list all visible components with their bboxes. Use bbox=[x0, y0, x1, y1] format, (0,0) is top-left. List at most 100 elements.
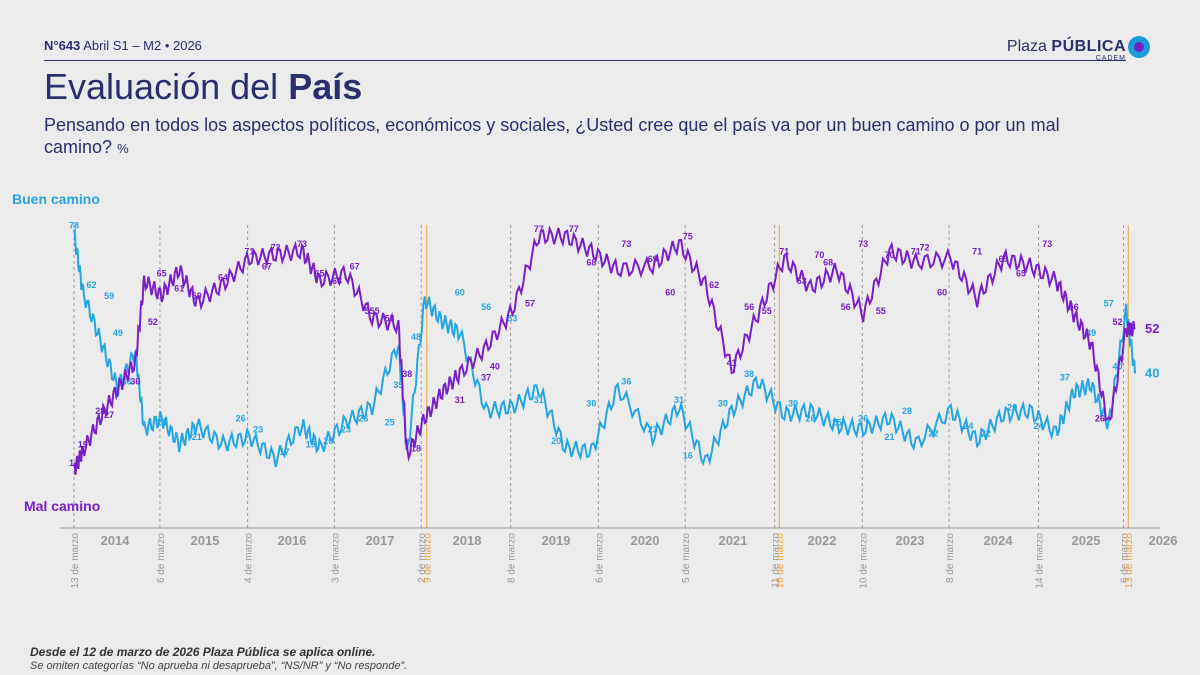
report-number: N°643 Abril S1 – M2 • 2026 bbox=[44, 38, 202, 53]
footnote-online: Desde el 12 de marzo de 2026 Plaza Públi… bbox=[30, 645, 376, 659]
data-label: 20 bbox=[323, 436, 333, 446]
data-label: 25 bbox=[385, 417, 395, 427]
data-label: 60 bbox=[665, 287, 675, 297]
date-marker-label: 13 de marzo bbox=[1124, 533, 1135, 589]
data-label: 19 bbox=[306, 440, 316, 450]
data-label: 63 bbox=[332, 276, 342, 286]
series-mal-camino-line bbox=[73, 225, 1136, 475]
data-label: 26 bbox=[858, 414, 868, 424]
data-label: 40 bbox=[490, 362, 500, 372]
data-label: 70 bbox=[884, 250, 894, 260]
data-label: 21 bbox=[884, 432, 894, 442]
data-label: 73 bbox=[621, 239, 631, 249]
data-label: 62 bbox=[87, 280, 97, 290]
data-label: 56 bbox=[481, 302, 491, 312]
data-label: 59 bbox=[104, 291, 114, 301]
data-label: 55 bbox=[876, 306, 886, 316]
year-label: 2023 bbox=[896, 533, 925, 548]
data-label: 78 bbox=[69, 220, 79, 230]
data-label: 49 bbox=[113, 328, 123, 338]
data-label: 22 bbox=[928, 428, 938, 438]
data-label: 60 bbox=[937, 287, 947, 297]
data-label: 27 bbox=[104, 410, 114, 420]
data-label: 73 bbox=[1042, 239, 1052, 249]
data-label: 71 bbox=[911, 246, 921, 256]
data-label: 37 bbox=[481, 373, 491, 383]
date-marker-label: 10 de marzo bbox=[858, 533, 869, 589]
brand-logo-icon bbox=[1128, 36, 1150, 58]
data-label: 72 bbox=[920, 243, 930, 253]
data-label: 55 bbox=[762, 306, 772, 316]
data-label: 26 bbox=[358, 414, 368, 424]
data-label: 77 bbox=[534, 224, 544, 234]
data-label: 67 bbox=[350, 261, 360, 271]
data-label: 56 bbox=[1069, 302, 1079, 312]
data-label: 72 bbox=[271, 243, 281, 253]
data-label: 28 bbox=[95, 406, 105, 416]
data-label: 56 bbox=[744, 302, 754, 312]
data-label: 29 bbox=[1007, 402, 1017, 412]
data-label: 75 bbox=[683, 232, 693, 242]
data-label: 28 bbox=[902, 406, 912, 416]
data-label: 77 bbox=[569, 224, 579, 234]
data-label: 19 bbox=[78, 440, 88, 450]
data-label: 53 bbox=[385, 313, 395, 323]
data-label: 62 bbox=[709, 280, 719, 290]
data-label: 65 bbox=[315, 269, 325, 279]
data-label: 69 bbox=[998, 254, 1008, 264]
data-label: 67 bbox=[262, 261, 272, 271]
date-marker-label: 13 de marzo bbox=[70, 533, 81, 589]
date-marker-label: 5 de marzo bbox=[681, 533, 692, 583]
data-label: 69 bbox=[648, 254, 658, 264]
data-label: 23 bbox=[648, 425, 658, 435]
data-label: 70 bbox=[814, 250, 824, 260]
data-label: 71 bbox=[972, 246, 982, 256]
date-marker-label: 3 de marzo bbox=[330, 533, 341, 583]
data-label: 30 bbox=[788, 399, 798, 409]
date-marker-label: 6 de marzo bbox=[1120, 533, 1131, 583]
header-rule bbox=[44, 60, 1126, 61]
data-label: 48 bbox=[411, 332, 421, 342]
brand-logo-text: Plaza PÚBLICA CADEM bbox=[1006, 38, 1126, 62]
data-label: 24 bbox=[963, 421, 973, 431]
data-label: 57 bbox=[525, 298, 535, 308]
year-label: 2020 bbox=[631, 533, 660, 548]
data-label: 63 bbox=[797, 276, 807, 286]
data-label: 20 bbox=[551, 436, 561, 446]
date-marker-label: 6 de marzo bbox=[156, 533, 167, 583]
data-label: 52 bbox=[148, 317, 158, 327]
year-label: 2015 bbox=[191, 533, 220, 548]
data-label: 555 bbox=[365, 306, 380, 316]
date-marker-label: 8 de marzo bbox=[507, 533, 518, 583]
data-label: 26 bbox=[806, 414, 816, 424]
date-marker-label: 6 de marzo bbox=[594, 533, 605, 583]
year-label: 2024 bbox=[984, 533, 1014, 548]
line-chart: 13 de marzo 6 de marzo 4 de marzo 3 de marz… bbox=[60, 220, 1177, 589]
data-label: 65 bbox=[1016, 269, 1026, 279]
year-label: 2021 bbox=[719, 533, 748, 548]
data-label: 36 bbox=[130, 376, 140, 386]
data-label: 38 bbox=[744, 369, 754, 379]
data-label: 38 bbox=[402, 369, 412, 379]
data-label: 36 bbox=[122, 376, 132, 386]
year-label: 2025 bbox=[1072, 533, 1101, 548]
data-label: 49 bbox=[1086, 328, 1096, 338]
data-label: 18 bbox=[411, 443, 421, 453]
legend-mal-camino: Mal camino bbox=[24, 498, 101, 514]
data-label: 26 bbox=[1095, 414, 1105, 424]
data-label: 57 bbox=[1104, 298, 1114, 308]
year-label: 2016 bbox=[278, 533, 307, 548]
data-label: 64 bbox=[218, 272, 228, 282]
data-label: 41 bbox=[727, 358, 737, 368]
date-marker-label: 11 de marzo bbox=[771, 533, 782, 588]
data-label: 68 bbox=[823, 258, 833, 268]
data-label: 23 bbox=[341, 425, 351, 435]
legend-buen-camino: Buen camino bbox=[12, 191, 100, 207]
data-label: 36 bbox=[621, 376, 631, 386]
data-label: 53 bbox=[507, 313, 517, 323]
data-label: 68 bbox=[586, 258, 596, 268]
data-label: 25 bbox=[157, 417, 167, 427]
data-label: 26 bbox=[236, 414, 246, 424]
data-label: 16 bbox=[683, 451, 693, 461]
data-label: 56 bbox=[841, 302, 851, 312]
